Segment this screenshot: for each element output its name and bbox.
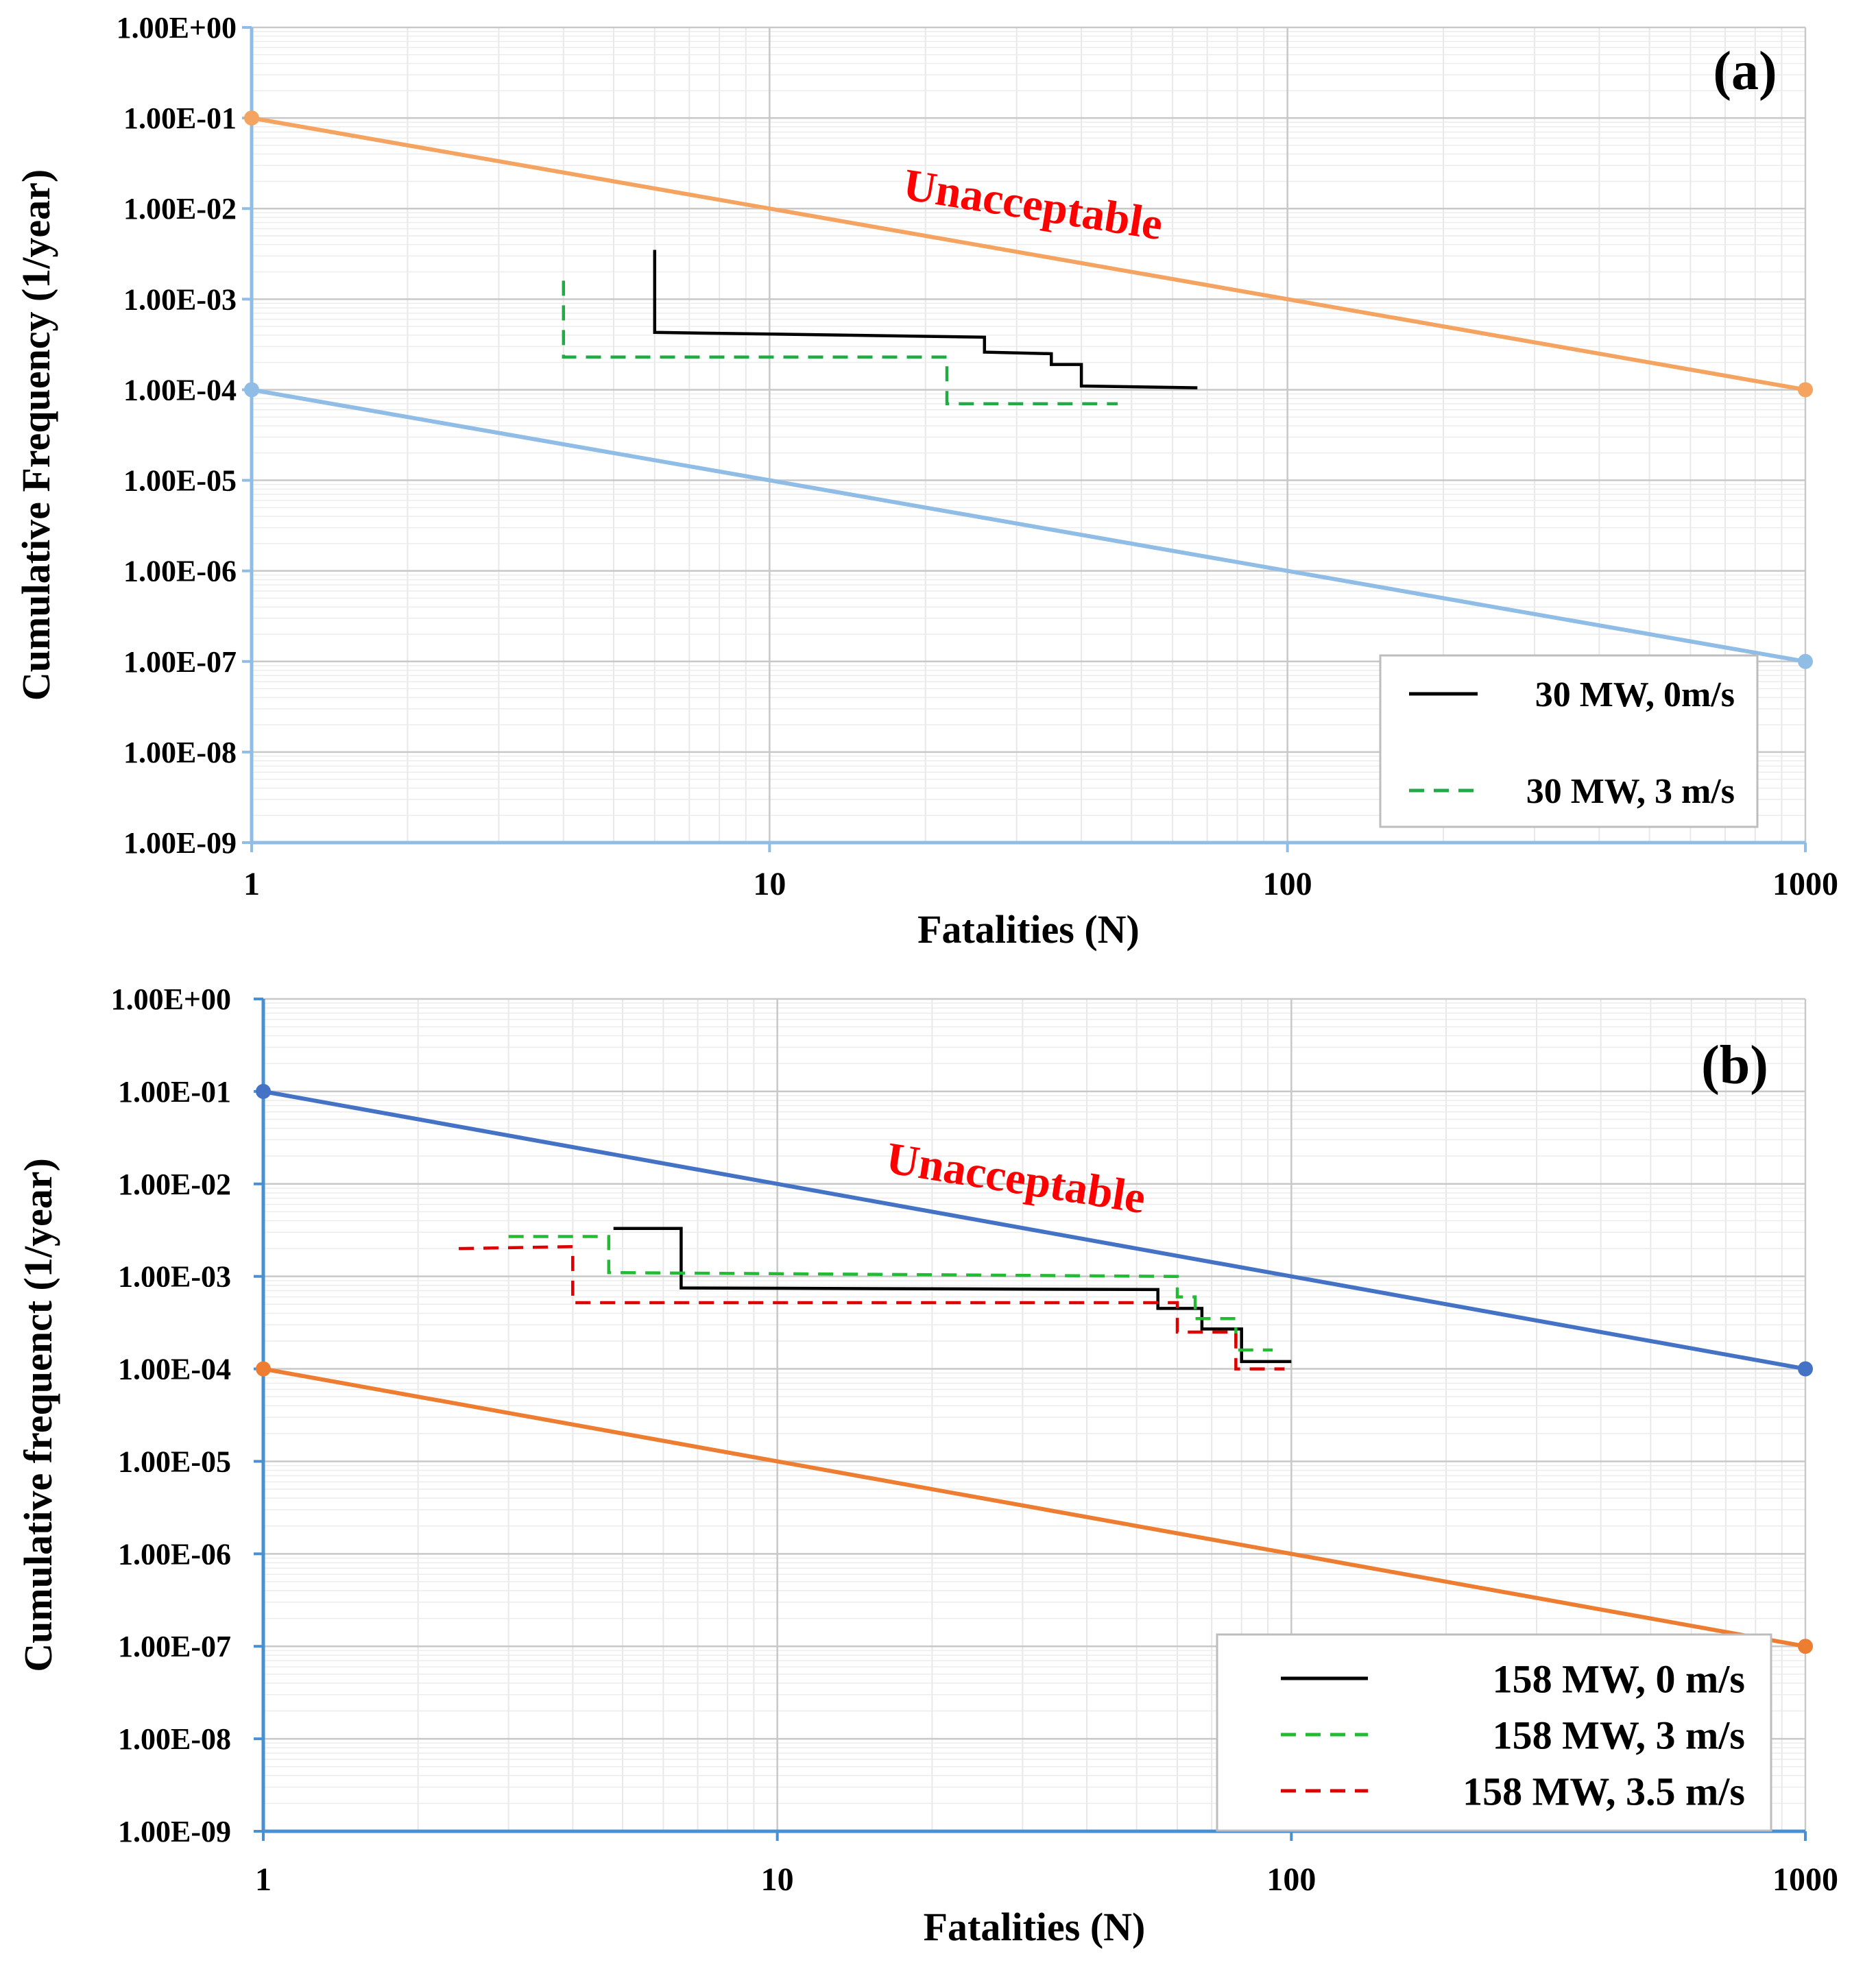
y-tick-label: 1.00E-01: [118, 1075, 231, 1109]
criterion-point-lower: [1798, 1639, 1813, 1654]
legend-entry-label: 158 MW, 3.5 m/s: [1463, 1769, 1745, 1813]
x-axis-title: Fatalities (N): [924, 1905, 1146, 1949]
panel-label: (b): [1701, 1035, 1768, 1096]
series-line-0: [613, 1227, 1292, 1364]
y-tick-label: 1.00E-02: [123, 192, 237, 226]
y-tick-label: 1.00E-03: [123, 282, 237, 316]
x-tick-label: 100: [1263, 866, 1312, 902]
x-tick-label: 1: [243, 866, 260, 902]
series-line-0: [653, 250, 1198, 389]
legend-box: [1379, 654, 1759, 828]
criterion-point-upper: [1798, 382, 1813, 398]
x-tick-label: 1000: [1772, 1861, 1838, 1898]
criterion-point-lower: [256, 1361, 271, 1377]
legend-entry-label: 158 MW, 3 m/s: [1493, 1713, 1745, 1757]
criterion-point-upper: [244, 110, 259, 126]
y-tick-label: 1.00E+00: [117, 11, 237, 45]
criterion-line-upper: [251, 116, 1806, 392]
y-tick-label: 1.00E-08: [118, 1722, 231, 1756]
y-tick-label: 1.00E-02: [118, 1168, 231, 1201]
y-tick-label: 1.00E-09: [118, 1815, 231, 1848]
legend-entry-label: 30 MW, 0m/s: [1535, 675, 1735, 714]
x-tick-label: 10: [753, 866, 786, 902]
y-tick-label: 1.00E-05: [118, 1445, 231, 1478]
x-axis-title: Fatalities (N): [917, 907, 1140, 952]
y-axis-title: Cumulative Frequency (1/year): [14, 169, 58, 701]
x-tick-label: 1: [255, 1861, 272, 1898]
series-line-2: [458, 1244, 1285, 1371]
criterion-point-lower: [244, 382, 259, 398]
legend-entry-label: 30 MW, 3 m/s: [1526, 772, 1735, 811]
y-tick-label: 1.00E+00: [111, 982, 231, 1016]
x-tick-label: 1000: [1772, 866, 1838, 902]
y-tick-label: 1.00E-06: [118, 1537, 231, 1571]
x-tick-label: 100: [1266, 1861, 1316, 1898]
y-tick-label: 1.00E-07: [123, 645, 237, 679]
y-tick-label: 1.00E-06: [123, 555, 237, 588]
y-tick-label: 1.00E-09: [123, 826, 237, 860]
criterion-line-upper: [263, 1089, 1806, 1371]
series-line-1: [562, 280, 1118, 406]
legend: 158 MW, 0 m/s 158 MW, 3 m/s 158 MW, 3.5 m/…: [1216, 1633, 1772, 1832]
legend: 30 MW, 0m/s 30 MW, 3 m/s: [1379, 654, 1759, 828]
criterion-line-lower: [251, 387, 1806, 664]
y-tick-label: 1.00E-05: [123, 464, 237, 498]
y-axis-title: Cumulative frequenct (1/year): [16, 1158, 60, 1672]
criterion-line-lower: [263, 1366, 1806, 1649]
panel-label: (a): [1713, 41, 1777, 101]
y-tick-label: 1.00E-04: [118, 1353, 231, 1386]
criterion-point-upper: [256, 1083, 271, 1099]
legend-box: [1216, 1633, 1772, 1832]
legend-entry-label: 158 MW, 0 m/s: [1493, 1656, 1745, 1701]
criterion-point-lower: [1798, 653, 1813, 669]
criterion-point-upper: [1798, 1361, 1813, 1377]
gridlines: [262, 998, 1807, 1833]
y-tick-label: 1.00E-07: [118, 1630, 231, 1663]
y-tick-label: 1.00E-01: [123, 101, 237, 135]
panel-b-chart: 1.00E+00 1.00E-01 1.00E-02 1.00E-03 1.00E-04…: [16, 982, 1838, 1949]
y-tick-label: 1.00E-04: [123, 373, 237, 407]
y-tick-label: 1.00E-03: [118, 1260, 231, 1294]
x-tick-label: 10: [761, 1861, 794, 1898]
y-tick-label: 1.00E-08: [123, 736, 237, 769]
